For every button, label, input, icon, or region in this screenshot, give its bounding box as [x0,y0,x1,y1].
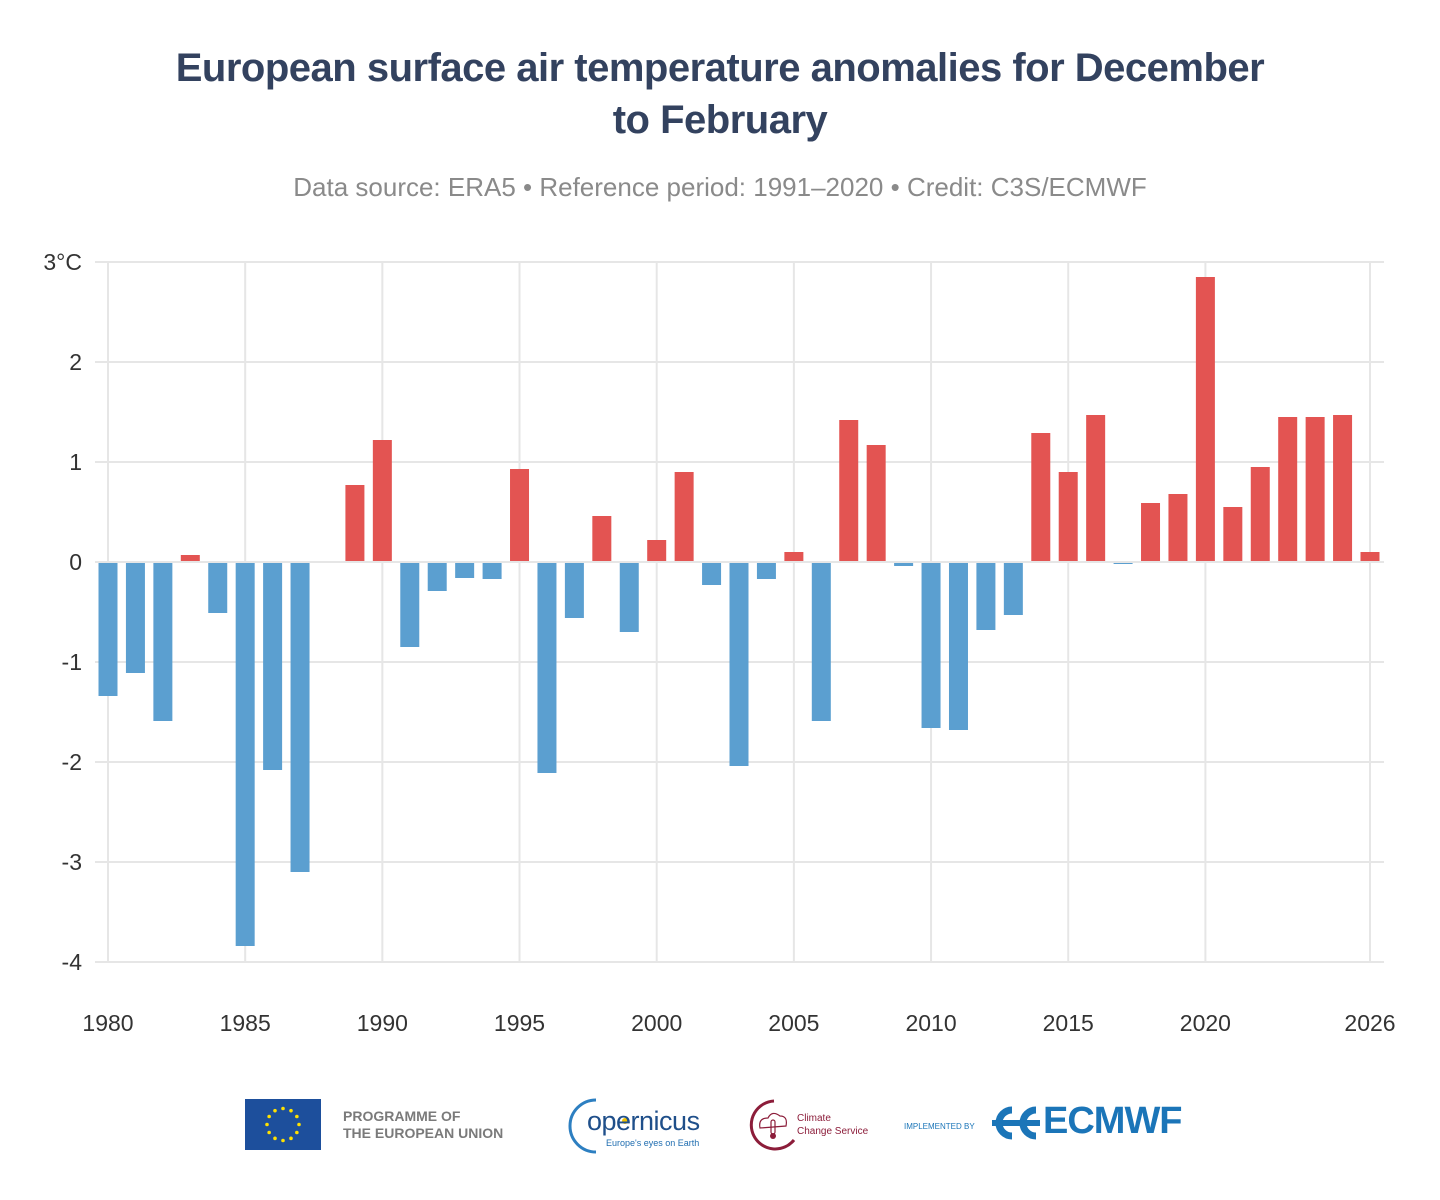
bar-1994 [482,563,502,579]
eu-star-icon [267,1130,271,1135]
x-axis-labels: 1980 1985 1990 1995 2000 2005 2010 2015 2020 2026 [82,1010,1395,1036]
bar-2016 [1086,415,1106,562]
bars [98,277,1380,946]
x-tick-label: 2010 [905,1010,956,1036]
c3s-label: Climate Change Service [797,1113,869,1137]
y-tick-label: 3°C [43,249,82,275]
eu-programme-label: PROGRAMME OF THE EUROPEAN UNION [343,1108,504,1141]
bar-1984 [208,563,228,613]
x-tick-label: 2015 [1043,1010,1094,1036]
bar-1985 [235,563,255,946]
bar-1996 [537,563,557,773]
x-tick-label: 2005 [768,1010,819,1036]
climate-change-service-icon [749,1099,796,1151]
x-tick-label: 1995 [494,1010,545,1036]
eu-star-icon [295,1130,299,1135]
bar-2004 [756,563,776,579]
eu-star-icon [267,1114,271,1119]
bar-1987 [290,563,310,872]
implemented-by-label: IMPLEMENTED BY [904,1122,975,1131]
y-tick-label: 1 [69,449,82,475]
eu-star-icon [289,1108,293,1113]
ecmwf-symbol-icon [992,1106,1040,1140]
bar-2000 [647,540,667,562]
eu-star-icon [281,1106,285,1111]
bar-2002 [702,563,722,585]
bar-1981 [125,563,145,673]
eu-star-icon [273,1136,277,1141]
bar-1990 [372,440,392,562]
bar-1998 [592,516,612,562]
bar-2017 [1113,563,1133,564]
x-tick-label: 1980 [82,1010,133,1036]
bar-1995 [510,469,530,562]
chart-title-line-2: to February [612,98,828,142]
bar-1992 [427,563,447,591]
chart-title: European surface air temperature anomali… [120,42,1320,146]
bar-2007 [839,420,859,562]
bar-2024 [1305,417,1325,562]
bar-2025 [1333,415,1353,562]
y-tick-label: -3 [62,849,82,875]
bar-1980 [98,563,118,696]
bar-2014 [1031,433,1051,562]
bar-2003 [729,563,749,766]
y-tick-label: -1 [62,649,82,675]
bar-2023 [1278,417,1298,562]
bar-1982 [153,563,173,721]
bar-1983 [180,555,200,562]
eu-star-icon [281,1138,285,1143]
bar-2018 [1141,503,1161,562]
bar-2012 [976,563,996,630]
bar-2022 [1250,467,1270,562]
eu-star-icon [265,1122,269,1127]
bar-2006 [811,563,831,721]
bar-1993 [455,563,475,578]
copernicus-tagline: Europe's eyes on Earth [606,1138,700,1148]
copernicus-arc-icon [568,1098,628,1154]
bar-1999 [619,563,639,632]
bar-1991 [400,563,420,647]
y-tick-label: -2 [62,749,82,775]
bar-1989 [345,485,365,562]
y-tick-label: 2 [69,349,82,375]
bar-2021 [1223,507,1243,562]
y-tick-label: 0 [69,549,82,575]
bar-chart: 3°C 2 1 0 -1 -2 -3 -4 1980 1985 1990 1995 2000 2005 2… [43,249,1395,1036]
chart-title-line-1: European surface air temperature anomali… [175,46,1265,90]
y-axis-labels: 3°C 2 1 0 -1 -2 -3 -4 [43,249,82,975]
eu-star-icon [297,1122,301,1127]
bar-2010 [921,563,941,728]
bar-1997 [564,563,584,618]
bar-2008 [866,445,886,562]
bar-2005 [784,552,804,562]
eu-star-icon [289,1136,293,1141]
bar-2009 [894,563,914,566]
bar-2019 [1168,494,1188,562]
x-tick-label: 2000 [631,1010,682,1036]
x-tick-label: 2020 [1180,1010,1231,1036]
bar-2011 [948,563,968,730]
chart-subtitle: Data source: ERA5 • Reference period: 19… [293,172,1147,202]
x-tick-label: 2026 [1344,1010,1395,1036]
eu-star-icon [273,1108,277,1113]
bar-2015 [1058,472,1078,562]
bar-2013 [1003,563,1023,615]
bar-1986 [263,563,283,770]
bar-2001 [674,472,694,562]
y-tick-label: -4 [62,949,83,975]
bar-2020 [1195,277,1215,562]
copernicus-logo-text: Copernicus [587,1106,700,1136]
eu-star-icon [295,1114,299,1119]
x-tick-label: 1985 [220,1010,271,1036]
bar-2026 [1360,552,1380,562]
footer-logos: PROGRAMME OF THE EUROPEAN UNION Copernic… [0,1090,1440,1160]
ecmwf-logo-text: ECMWF [1043,1100,1183,1142]
x-tick-label: 1990 [357,1010,408,1036]
eu-flag-icon [245,1099,321,1150]
